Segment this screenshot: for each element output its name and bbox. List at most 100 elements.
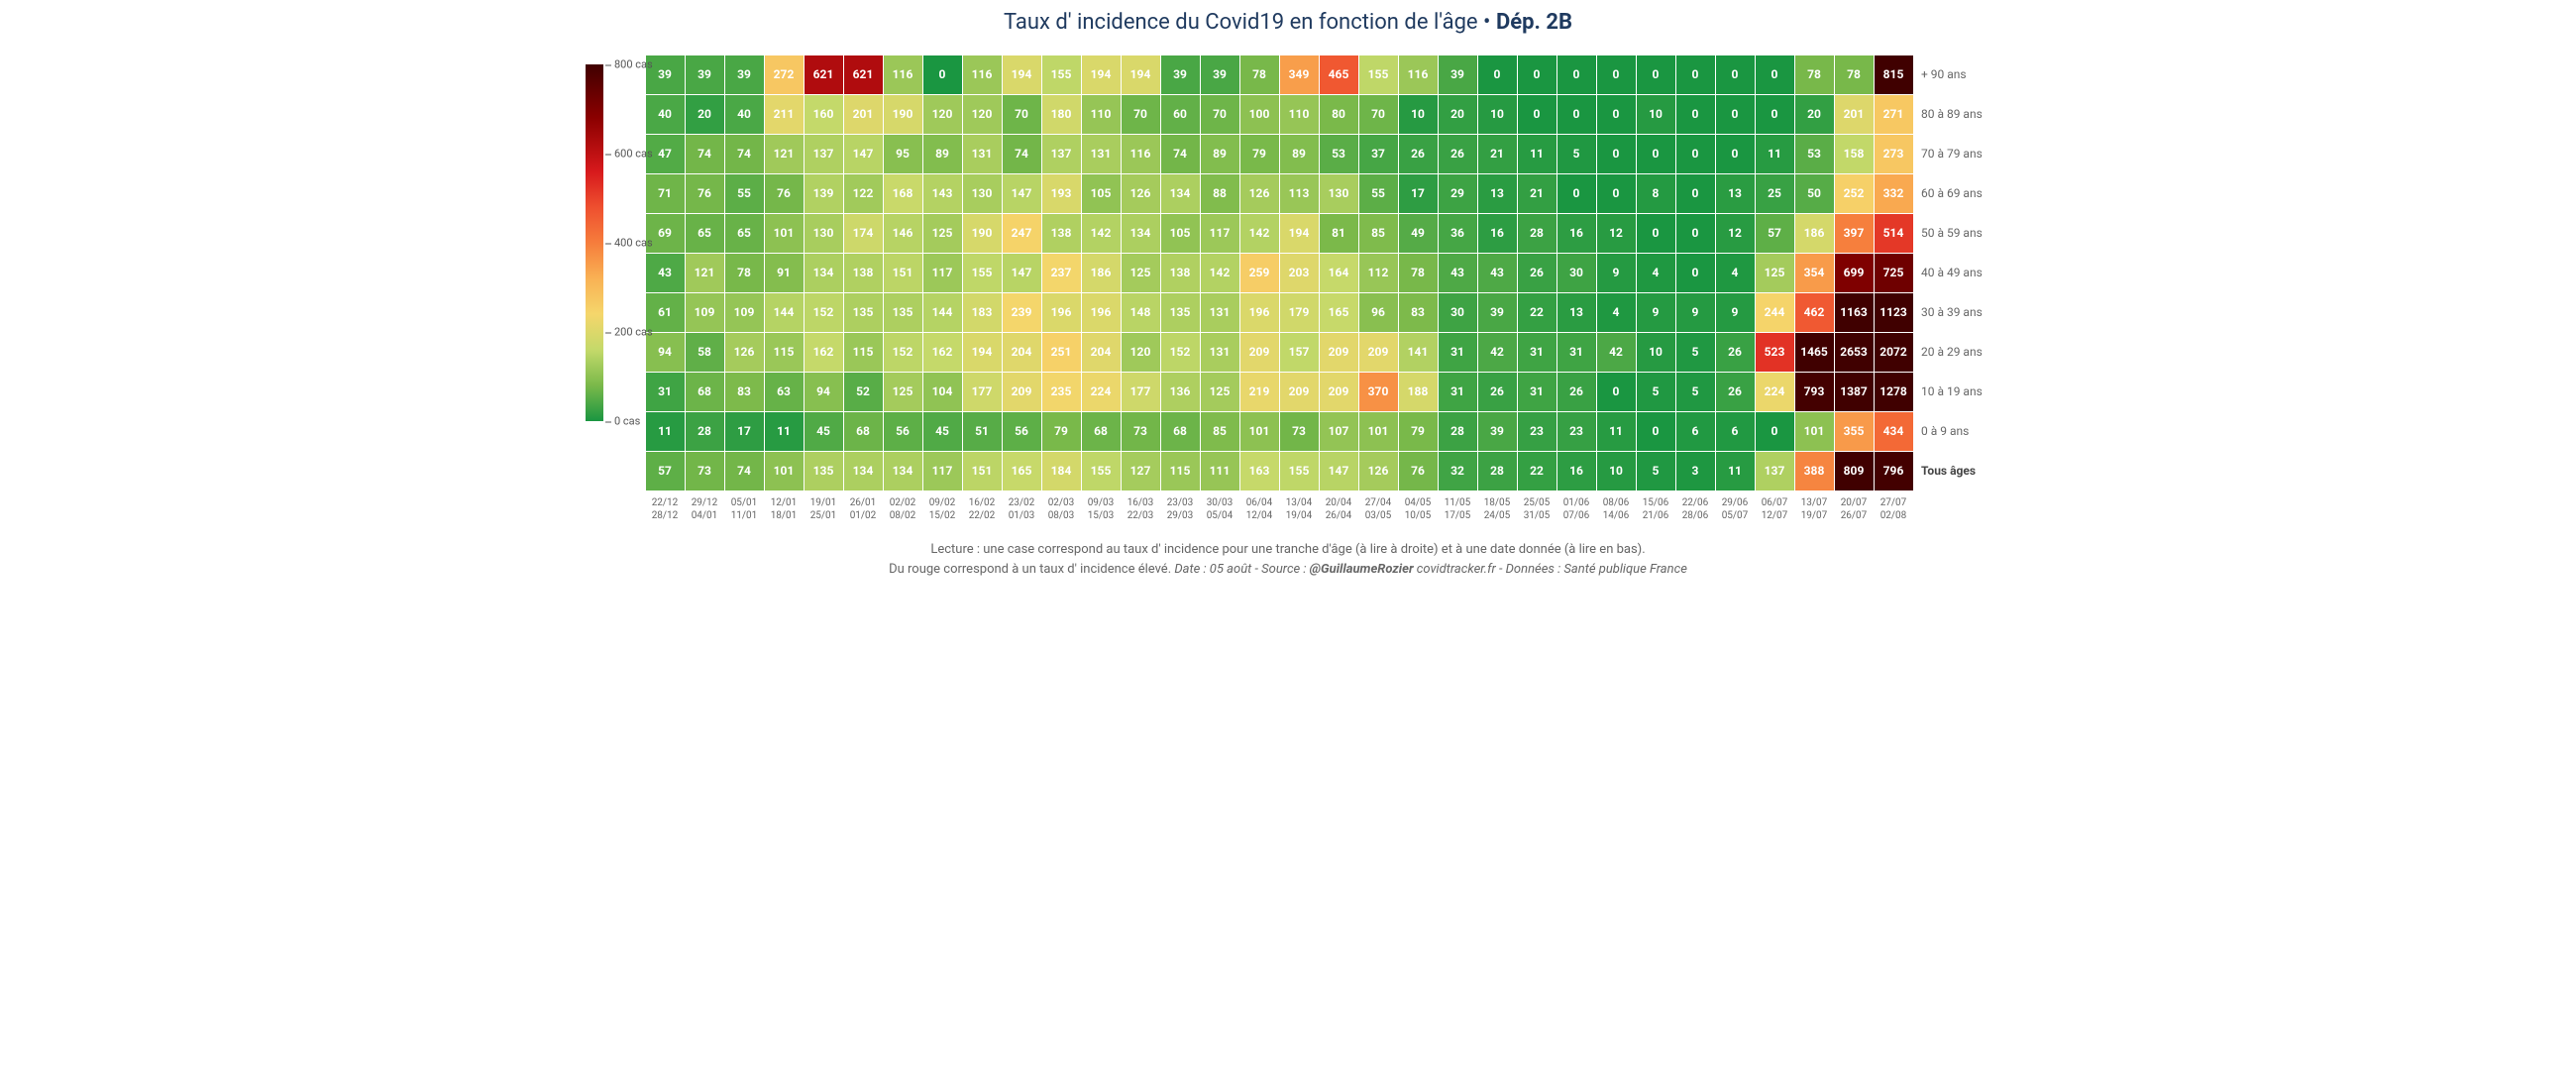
heatmap-cell: 201: [1835, 95, 1874, 134]
heatmap-row: 4774741211371479589131741371311167489798…: [645, 134, 1990, 173]
heatmap-cell: 78: [1835, 55, 1874, 94]
heatmap-cell: 349: [1280, 55, 1319, 94]
heatmap-cell: 147: [1320, 452, 1358, 490]
heatmap-cell: 180: [1042, 95, 1081, 134]
heatmap-cell: 209: [1003, 373, 1041, 411]
heatmap-cell: 796: [1875, 452, 1913, 490]
heatmap-cell: 79: [1240, 135, 1279, 173]
heatmap-cell: 151: [884, 254, 922, 292]
heatmap-cell: 465: [1320, 55, 1358, 94]
heatmap-cell: 0: [1597, 135, 1636, 173]
heatmap-cell: 125: [884, 373, 922, 411]
heatmap-cell: 194: [1003, 55, 1041, 94]
heatmap-row: 1128171145685645515679687368851017310710…: [645, 411, 1990, 451]
heatmap-cell: 0: [1676, 174, 1715, 213]
heatmap-cell: 120: [923, 95, 962, 134]
heatmap-cell: 0: [1597, 55, 1636, 94]
heatmap-cell: 126: [1359, 452, 1398, 490]
heatmap-cell: 152: [805, 293, 843, 332]
heatmap-cell: 112: [1359, 254, 1398, 292]
heatmap-cell: 23: [1518, 412, 1556, 451]
heatmap-cell: 12: [1597, 214, 1636, 253]
x-tick: 27/0403/05: [1358, 496, 1398, 522]
heatmap-cell: 56: [884, 412, 922, 451]
heatmap-cell: 83: [1399, 293, 1438, 332]
heatmap-cell: 50: [1795, 174, 1834, 213]
heatmap-cell: 11: [646, 412, 685, 451]
heatmap-cell: 0: [1597, 174, 1636, 213]
x-tick: 02/0308/03: [1041, 496, 1081, 522]
heatmap-cell: 196: [1240, 293, 1279, 332]
heatmap-cell: 74: [1003, 135, 1041, 173]
heatmap-cell: 126: [1122, 174, 1160, 213]
heatmap-cell: 74: [725, 135, 764, 173]
heatmap-cell: 0: [1716, 95, 1755, 134]
heatmap-cell: 70: [1003, 95, 1041, 134]
heatmap-cell: 10: [1637, 95, 1675, 134]
x-axis: 22/1228/1229/1204/0105/0111/0112/0118/01…: [645, 496, 1990, 522]
heatmap-cell: 9: [1597, 254, 1636, 292]
heatmap-cell: 26: [1557, 373, 1596, 411]
heatmap-cell: 793: [1795, 373, 1834, 411]
heatmap-cell: 174: [844, 214, 883, 253]
heatmap-cell: 0: [1557, 174, 1596, 213]
heatmap-cell: 0: [1637, 135, 1675, 173]
heatmap-cell: 0: [1557, 95, 1596, 134]
heatmap-cell: 0: [1676, 135, 1715, 173]
heatmap-cell: 26: [1399, 135, 1438, 173]
heatmap-cell: 96: [1359, 293, 1398, 332]
heatmap-cell: 514: [1875, 214, 1913, 253]
heatmap-cell: 85: [1201, 412, 1239, 451]
heatmap-cell: 165: [1320, 293, 1358, 332]
heatmap-cell: 0: [1637, 55, 1675, 94]
heatmap-cell: 809: [1835, 452, 1874, 490]
heatmap-cell: 125: [1756, 254, 1794, 292]
heatmap-cell: 31: [1557, 333, 1596, 372]
heatmap-cell: 26: [1439, 135, 1477, 173]
heatmap-cell: 144: [765, 293, 804, 332]
heatmap-cell: 239: [1003, 293, 1041, 332]
heatmap-cell: 168: [884, 174, 922, 213]
heatmap-cell: 85: [1359, 214, 1398, 253]
heatmap-cell: 135: [884, 293, 922, 332]
x-tick: 27/0702/08: [1874, 496, 1913, 522]
caption-line2b: Date : 05 août - Source :: [1174, 562, 1309, 577]
heatmap-cell: 1278: [1875, 373, 1913, 411]
heatmap-cell: 23: [1557, 412, 1596, 451]
heatmap-row: 9458126115162115152162194204251204120152…: [645, 332, 1990, 372]
heatmap-cell: 130: [1320, 174, 1358, 213]
heatmap-cell: 0: [1716, 135, 1755, 173]
heatmap-cell: 21: [1518, 174, 1556, 213]
heatmap-cell: 22: [1518, 293, 1556, 332]
heatmap-cell: 107: [1320, 412, 1358, 451]
x-tick: 23/0329/03: [1160, 496, 1200, 522]
heatmap-cell: 31: [1518, 333, 1556, 372]
heatmap-cell: 247: [1003, 214, 1041, 253]
colorbar-tick: 800 cas: [605, 58, 653, 71]
heatmap-cell: 121: [686, 254, 724, 292]
heatmap-cell: 17: [725, 412, 764, 451]
heatmap-cell: 101: [1795, 412, 1834, 451]
heatmap-cell: 204: [1082, 333, 1121, 372]
heatmap-cell: 13: [1557, 293, 1596, 332]
heatmap-cell: 43: [646, 254, 685, 292]
heatmap-cell: 134: [884, 452, 922, 490]
heatmap-cell: 116: [1122, 135, 1160, 173]
heatmap-cell: 155: [1042, 55, 1081, 94]
heatmap-cell: 355: [1835, 412, 1874, 451]
heatmap-cell: 30: [1557, 254, 1596, 292]
heatmap-cell: 40: [725, 95, 764, 134]
x-tick: 09/0215/02: [922, 496, 962, 522]
heatmap-cell: 110: [1280, 95, 1319, 134]
heatmap-cell: 434: [1875, 412, 1913, 451]
x-tick: 20/0726/07: [1834, 496, 1874, 522]
caption: Lecture : une case correspond au taux d'…: [889, 540, 1687, 579]
heatmap-row: 4312178911341381511171551472371861251381…: [645, 253, 1990, 292]
heatmap-cell: 94: [805, 373, 843, 411]
heatmap-cell: 273: [1875, 135, 1913, 173]
heatmap-cell: 135: [1161, 293, 1200, 332]
heatmap-cell: 89: [923, 135, 962, 173]
heatmap-cell: 91: [765, 254, 804, 292]
x-tick: 16/0222/02: [962, 496, 1002, 522]
heatmap-cell: 113: [1280, 174, 1319, 213]
